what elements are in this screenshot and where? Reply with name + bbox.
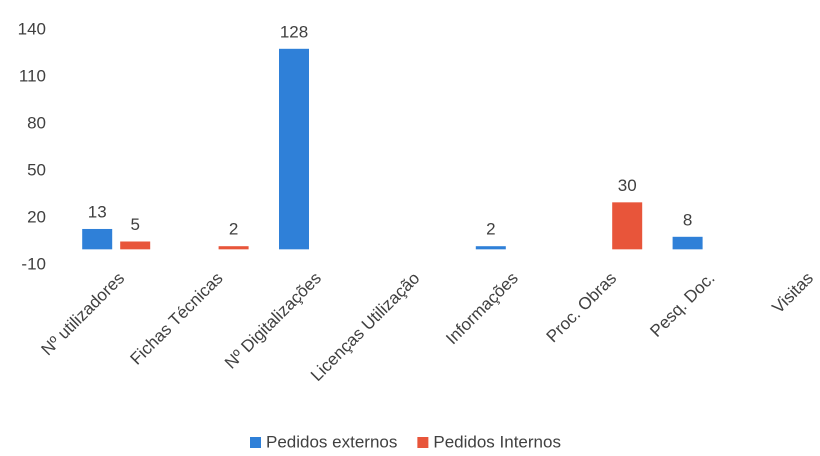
bar — [82, 228, 113, 250]
legend-swatch — [417, 437, 429, 448]
y-tick-label: 20 — [27, 207, 46, 226]
data-label: 8 — [683, 210, 692, 229]
y-tick-label: 140 — [18, 19, 46, 38]
x-tick-label: Nº Digitalizações — [221, 269, 325, 373]
x-tick-label: Proc. Obras — [543, 269, 621, 347]
data-label: 5 — [130, 215, 139, 234]
x-tick-label: Fichas Técnicas — [127, 269, 227, 369]
data-label: 2 — [229, 220, 238, 239]
data-label: 30 — [618, 176, 637, 195]
y-tick-label: 110 — [19, 66, 46, 85]
x-tick-label: Nº utilizadores — [38, 269, 129, 360]
bar — [218, 246, 249, 250]
x-tick-label: Pesq. Doc. — [646, 269, 718, 341]
x-tick-label: Informações — [442, 269, 522, 349]
y-tick-label: 50 — [27, 160, 46, 179]
bar — [120, 241, 151, 250]
bar — [672, 236, 703, 250]
legend-label: Pedidos externos — [266, 432, 397, 451]
bar — [475, 246, 506, 250]
data-label: 13 — [88, 202, 107, 221]
legend-label: Pedidos Internos — [433, 432, 561, 451]
x-tick-label: Visitas — [768, 269, 817, 318]
data-label: 2 — [486, 220, 495, 239]
legend-swatch — [250, 437, 261, 448]
bar — [612, 202, 643, 250]
data-label: 128 — [280, 22, 308, 41]
bar — [279, 48, 309, 250]
y-tick-label: 80 — [27, 113, 46, 132]
y-tick-label: -10 — [21, 254, 46, 273]
x-tick-label: Licenças Utilização — [307, 269, 423, 385]
